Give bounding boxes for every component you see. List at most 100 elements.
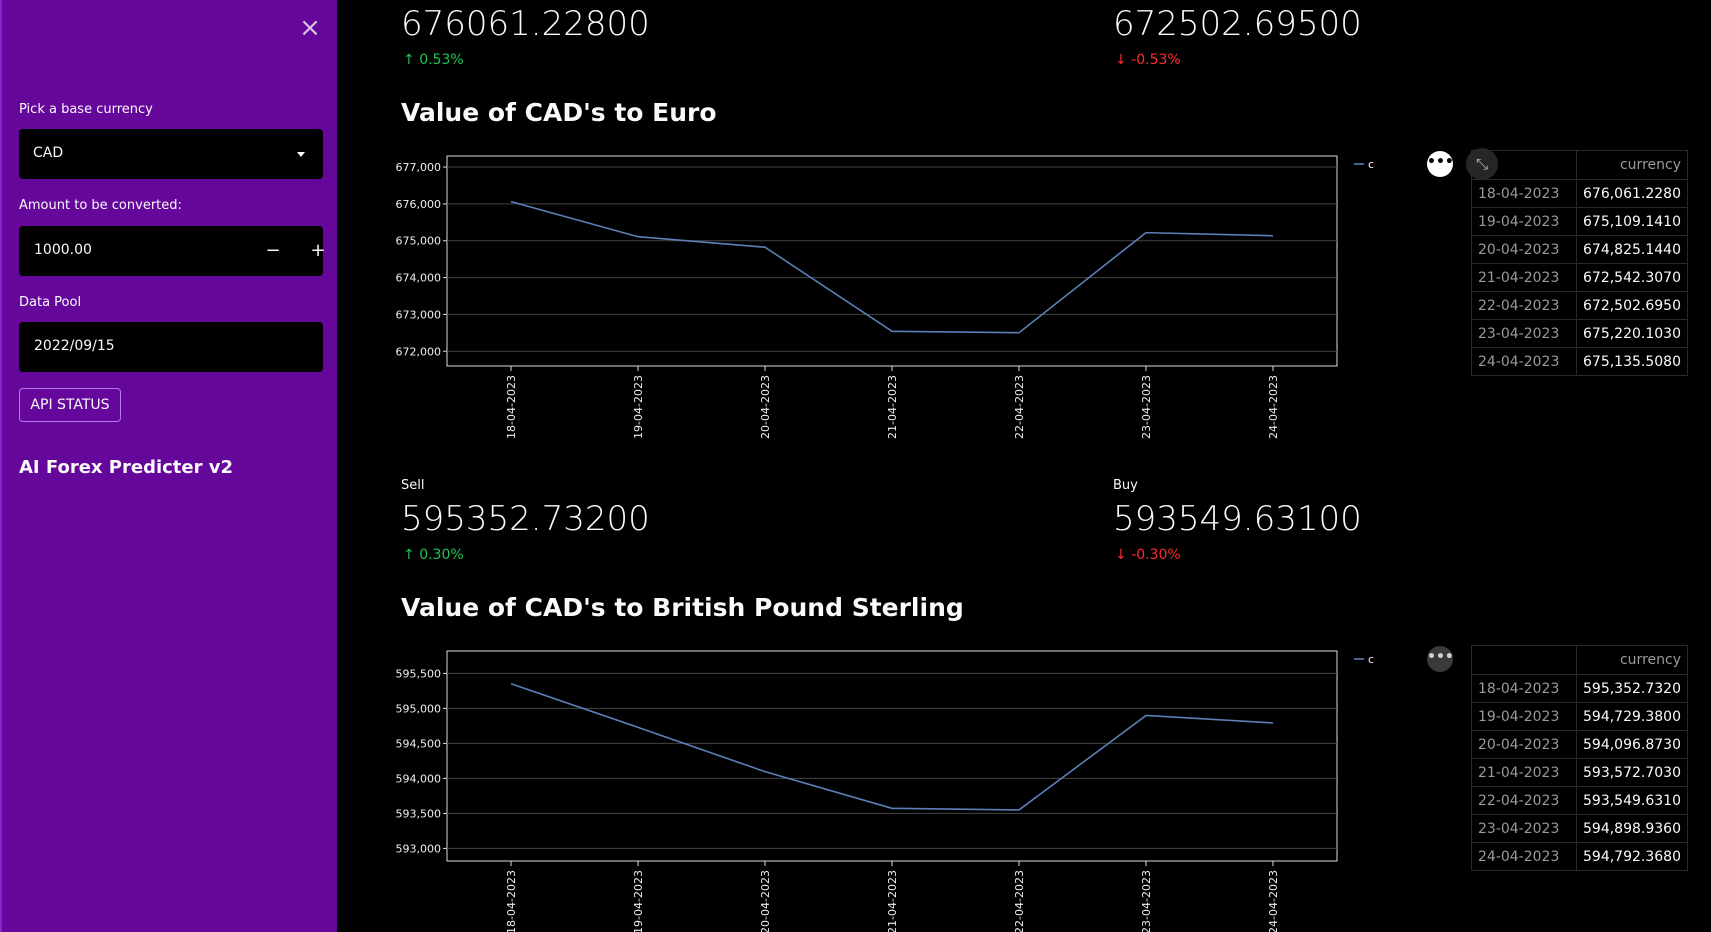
gbp-sell-value: 595352.73200: [401, 499, 650, 539]
table-row: 20-04-2023 674,825.1440: [1471, 235, 1688, 264]
x-tick-label: 24-04-2023: [1267, 870, 1280, 932]
row-date: 18-04-2023: [1471, 674, 1577, 703]
euro-buy-delta: ↓ -0.53%: [1115, 52, 1181, 68]
table-index-header: [1471, 150, 1577, 180]
data-point: [1144, 231, 1148, 235]
amount-value[interactable]: 1000.00: [34, 242, 92, 258]
data-point: [1017, 808, 1021, 812]
arrow-down-icon: ↓: [1115, 52, 1127, 68]
x-tick-label: 22-04-2023: [1013, 870, 1026, 932]
row-value: 674,825.1440: [1576, 235, 1688, 264]
table-row: 18-04-2023 676,061.2280: [1471, 179, 1688, 208]
table-row: 23-04-2023 594,898.9360: [1471, 814, 1688, 843]
table-row: 24-04-2023 675,135.5080: [1471, 347, 1688, 376]
y-tick-label: 595,000: [396, 702, 442, 715]
amount-input[interactable]: 1000.00 − +: [19, 226, 326, 276]
plot-frame: [446, 650, 1338, 862]
legend-label: currency: [1368, 158, 1375, 171]
y-tick-label: 594,500: [396, 737, 442, 750]
y-tick-label: 674,000: [396, 272, 442, 285]
data-point: [509, 682, 513, 686]
row-date: 20-04-2023: [1471, 235, 1577, 264]
y-tick-label: 595,500: [396, 667, 442, 680]
y-tick-label: 675,000: [396, 235, 442, 248]
amount-label: Amount to be converted:: [19, 198, 182, 213]
table-row: 23-04-2023 675,220.1030: [1471, 319, 1688, 348]
x-tick-label: 21-04-2023: [886, 870, 899, 932]
y-tick-label: 672,000: [396, 345, 442, 358]
gbp-buy-delta: ↓ -0.30%: [1115, 547, 1181, 563]
sidebar: × Pick a base currency CAD Amount to be …: [0, 0, 337, 932]
arrow-up-icon: ↑: [403, 547, 415, 563]
x-tick-label: 18-04-2023: [505, 870, 518, 932]
row-value: 672,542.3070: [1576, 263, 1688, 292]
row-value: 594,898.9360: [1576, 814, 1688, 843]
increment-button[interactable]: +: [310, 240, 326, 261]
y-tick-label: 676,000: [396, 198, 442, 211]
table-row: 20-04-2023 594,096.8730: [1471, 730, 1688, 759]
y-tick-label: 593,000: [396, 842, 442, 855]
arrow-up-icon: ↑: [403, 52, 415, 68]
x-tick-label: 19-04-2023: [632, 870, 645, 932]
data-point: [890, 806, 894, 810]
row-value: 593,549.6310: [1576, 786, 1688, 815]
api-status-button[interactable]: API STATUS: [19, 388, 121, 422]
gbp-sell-delta: ↑ 0.30%: [403, 547, 464, 563]
chevron-down-icon: [297, 152, 305, 157]
delta-text: -0.53%: [1131, 52, 1181, 68]
gbp-buy-value: 593549.63100: [1113, 499, 1362, 539]
y-tick-label: 673,000: [396, 308, 442, 321]
gbp-chart-title: Value of CAD's to British Pound Sterling: [401, 593, 964, 622]
y-tick-label: 677,000: [396, 161, 442, 174]
row-date: 21-04-2023: [1471, 263, 1577, 292]
base-currency-label: Pick a base currency: [19, 102, 153, 117]
decrement-button[interactable]: −: [265, 240, 281, 261]
row-date: 22-04-2023: [1471, 291, 1577, 320]
x-tick-label: 20-04-2023: [759, 375, 772, 439]
data-pool-value[interactable]: 2022/09/15: [34, 338, 115, 354]
base-currency-value: CAD: [33, 145, 64, 161]
gbp-data-table[interactable]: currency 18-04-2023 595,352.7320 19-04-20…: [1471, 645, 1688, 871]
x-tick-label: 20-04-2023: [759, 870, 772, 932]
x-tick-label: 23-04-2023: [1140, 375, 1153, 439]
arrow-down-icon: ↓: [1115, 547, 1127, 563]
gbp-line-chart[interactable]: 593,000 593,500 594,000 594,500 595,000 595,5…: [395, 645, 1375, 932]
table-column-header[interactable]: currency: [1576, 150, 1688, 180]
row-date: 20-04-2023: [1471, 730, 1577, 759]
x-tick-label: 19-04-2023: [632, 375, 645, 439]
row-value: 675,220.1030: [1576, 319, 1688, 348]
delta-text: -0.30%: [1131, 547, 1181, 563]
y-tick-label: 593,500: [396, 807, 442, 820]
data-point: [763, 245, 767, 249]
table-row: 22-04-2023 593,549.6310: [1471, 786, 1688, 815]
data-pool-label: Data Pool: [19, 295, 82, 310]
data-point: [1144, 713, 1148, 717]
euro-buy-value: 672502.69500: [1113, 4, 1362, 44]
table-row: 21-04-2023 593,572.7030: [1471, 758, 1688, 787]
row-value: 594,792.3680: [1576, 842, 1688, 871]
row-date: 19-04-2023: [1471, 207, 1577, 236]
data-point: [636, 235, 640, 239]
table-row: 21-04-2023 672,542.3070: [1471, 263, 1688, 292]
euro-sell-delta: ↑ 0.53%: [403, 52, 464, 68]
delta-text: 0.30%: [419, 547, 464, 563]
more-options-icon[interactable]: •••: [1427, 646, 1454, 672]
more-options-icon[interactable]: •••: [1427, 151, 1454, 177]
euro-line-chart[interactable]: 672,000 673,000 674,000 675,000 676,000 677,0…: [395, 150, 1375, 440]
base-currency-select[interactable]: CAD: [19, 129, 323, 179]
x-tick-label: 21-04-2023: [886, 375, 899, 439]
row-value: 595,352.7320: [1576, 674, 1688, 703]
table-row: 19-04-2023 675,109.1410: [1471, 207, 1688, 236]
data-point: [763, 770, 767, 774]
euro-data-table[interactable]: currency 18-04-2023 676,061.2280 19-04-20…: [1471, 150, 1688, 376]
row-date: 23-04-2023: [1471, 319, 1577, 348]
close-icon[interactable]: ×: [299, 13, 321, 43]
data-point: [509, 200, 513, 204]
data-point: [1271, 721, 1275, 725]
table-column-header[interactable]: currency: [1576, 645, 1688, 675]
data-pool-input[interactable]: 2022/09/15: [19, 322, 323, 372]
row-date: 24-04-2023: [1471, 842, 1577, 871]
x-tick-label: 24-04-2023: [1267, 375, 1280, 439]
buy-label: Buy: [1113, 478, 1138, 493]
app-title: AI Forex Predicter v2: [19, 457, 234, 478]
